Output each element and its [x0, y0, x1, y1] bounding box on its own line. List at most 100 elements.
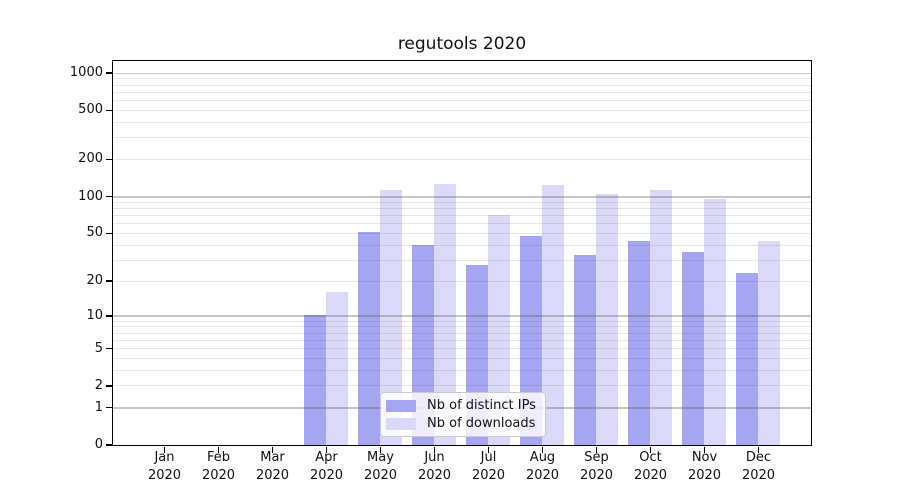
- bar-downloads-oct: [650, 189, 672, 445]
- y-tick-label-1000: 1000: [69, 65, 103, 80]
- grid-layer: [112, 61, 811, 445]
- gridline-20: [112, 280, 811, 282]
- gridline-7: [112, 332, 811, 334]
- gridline-5: [112, 348, 811, 350]
- x-tick-jul: [487, 446, 490, 453]
- gridline-600: [112, 99, 811, 101]
- gridline-4: [112, 357, 811, 359]
- bar-downloads-may: [380, 189, 402, 445]
- gridline-800: [112, 84, 811, 86]
- x-tick-label-oct: Oct 2020: [633, 450, 668, 483]
- bars-layer: [113, 61, 811, 445]
- chart-title: regutools 2020: [397, 34, 527, 54]
- bar-distinct-ips-dec: [736, 273, 758, 445]
- x-tick-label-jan: Jan 2020: [147, 450, 182, 483]
- gridline-30: [112, 259, 811, 261]
- x-tick-dec: [757, 446, 760, 453]
- x-tick-label-aug: Aug 2020: [525, 450, 560, 483]
- legend-label-distinct-ips: Nb of distinct IPs: [427, 398, 536, 413]
- x-tick-label-nov: Nov 2020: [687, 450, 722, 483]
- y-tick-200: [106, 158, 112, 161]
- gridline-200: [112, 158, 811, 160]
- legend-item-downloads: Nb of downloads: [386, 417, 537, 431]
- gridline-10: [112, 315, 811, 317]
- y-tick-label-50: 50: [86, 225, 103, 241]
- x-tick-label-dec: Dec 2020: [741, 450, 776, 483]
- legend-swatch-distinct-ips: [386, 400, 416, 412]
- y-tick-100: [106, 195, 112, 198]
- bar-downloads-sep: [596, 193, 618, 445]
- legend: Nb of distinct IPs Nb of downloads: [380, 392, 546, 437]
- y-tick-label-200: 200: [78, 151, 103, 167]
- x-tick-jun: [433, 446, 436, 453]
- gridline-70: [112, 214, 811, 216]
- gridline-9: [112, 320, 811, 322]
- y-tick-label-10: 10: [86, 307, 103, 323]
- x-tick-aug: [541, 446, 544, 453]
- y-tick-label-100: 100: [78, 188, 103, 204]
- gridline-500: [112, 109, 811, 111]
- bar-distinct-ips-oct: [628, 240, 650, 445]
- bar-downloads-aug: [542, 184, 564, 445]
- y-tick-label-500: 500: [78, 102, 103, 118]
- legend-item-distinct-ips: Nb of distinct IPs: [386, 399, 537, 413]
- x-tick-label-mar: Mar 2020: [255, 450, 290, 483]
- x-tick-label-apr: Apr 2020: [309, 450, 344, 483]
- y-tick-1000: [106, 72, 112, 74]
- gridline-1000: [112, 72, 811, 74]
- y-tick-2: [106, 385, 112, 387]
- gridline-8: [112, 326, 811, 328]
- x-tick-feb: [217, 446, 220, 453]
- y-tick-label-0: 0: [94, 437, 103, 452]
- x-tick-may: [379, 446, 382, 453]
- bar-downloads-nov: [704, 198, 726, 445]
- bar-downloads-dec: [758, 240, 780, 445]
- bar-downloads-jun: [434, 183, 456, 445]
- gridline-60: [112, 223, 811, 225]
- y-tick-label-20: 20: [86, 273, 103, 289]
- y-tick-1: [106, 406, 112, 409]
- y-tick-5: [106, 347, 112, 350]
- bar-downloads-jul: [488, 214, 510, 445]
- bar-distinct-ips-apr: [304, 315, 326, 445]
- plot-area: [111, 59, 812, 446]
- x-tick-nov: [703, 446, 706, 453]
- y-tick-label-5: 5: [94, 340, 103, 356]
- x-tick-mar: [271, 446, 274, 453]
- x-tick-apr: [325, 446, 328, 453]
- bar-distinct-ips-sep: [574, 254, 596, 445]
- x-tick-label-jun: Jun 2020: [417, 450, 452, 483]
- gridline-300: [112, 137, 811, 139]
- y-tick-0: [106, 444, 112, 446]
- y-tick-500: [106, 109, 112, 112]
- gridline-6: [112, 339, 811, 341]
- bar-distinct-ips-nov: [682, 251, 704, 445]
- bar-distinct-ips-may: [358, 231, 380, 445]
- legend-label-downloads: Nb of downloads: [427, 416, 536, 431]
- gridline-80: [112, 207, 811, 209]
- x-tick-sep: [595, 446, 598, 453]
- x-tick-label-sep: Sep 2020: [579, 450, 614, 483]
- gridline-900: [112, 78, 811, 80]
- y-tick-50: [106, 232, 112, 235]
- y-tick-label-1: 1: [94, 399, 103, 415]
- y-tick-20: [106, 280, 112, 282]
- x-tick-label-feb: Feb 2020: [201, 450, 236, 483]
- gridline-2: [112, 385, 811, 387]
- gridline-50: [112, 232, 811, 234]
- gridline-3: [112, 369, 811, 371]
- x-tick-oct: [649, 446, 652, 453]
- x-tick-label-jul: Jul 2020: [471, 450, 506, 483]
- gridline-40: [112, 244, 811, 246]
- gridline-90: [112, 201, 811, 203]
- gridline-100: [112, 196, 811, 198]
- gridline-400: [112, 121, 811, 123]
- y-tick-10: [106, 315, 112, 317]
- y-tick-label-2: 2: [94, 377, 103, 393]
- gridline-700: [112, 91, 811, 93]
- bar-downloads-apr: [326, 291, 348, 445]
- x-tick-jan: [163, 446, 166, 453]
- x-tick-label-may: May 2020: [363, 450, 398, 483]
- legend-swatch-downloads: [386, 418, 416, 430]
